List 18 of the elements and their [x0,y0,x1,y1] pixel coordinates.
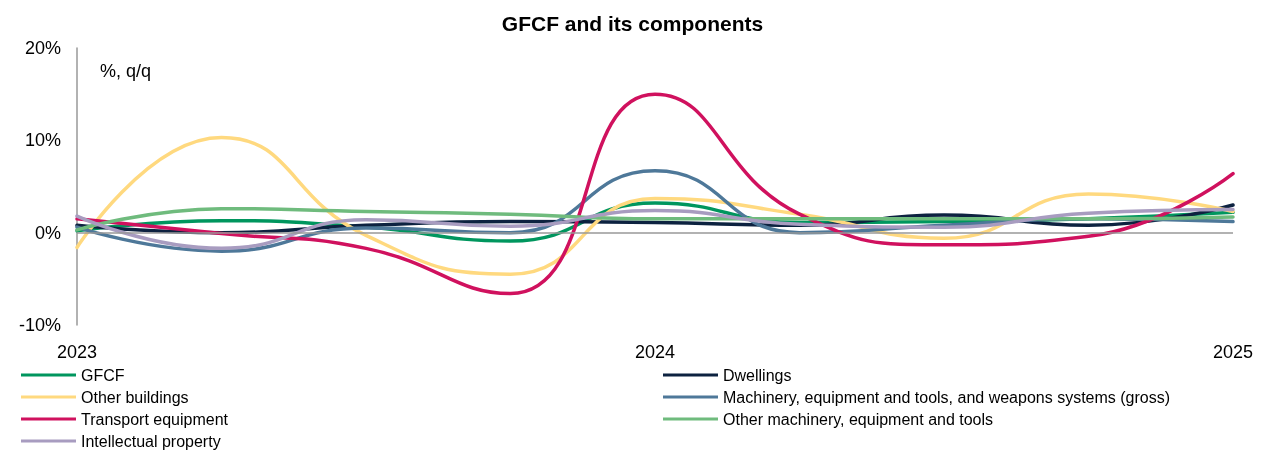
legend-label: Machinery, equipment and tools, and weapons systems (gross) [723,388,1171,406]
y-tick-label: 0% [34,222,61,243]
y-tick-label: -10% [18,315,61,335]
legend-label: Transport equipment [81,410,229,428]
legend-label: Other machinery, equipment and tools [723,410,994,428]
y-tick-label: 20% [24,38,61,58]
chart-title: GFCF and its components [501,12,764,35]
y-axis-title: %, q/q [100,61,152,81]
legend-label: Intellectual property [81,432,221,450]
x-tick-label: 2023 [56,342,98,362]
legend-label: GFCF [81,366,125,384]
legend-label: Dwellings [723,366,792,384]
legend-label: Other buildings [81,388,189,406]
x-tick-label: 2024 [634,342,676,362]
y-tick-label: 10% [24,130,61,151]
line-series [75,207,1235,251]
x-tick-label: 2025 [1212,342,1254,362]
line-series [75,92,1235,296]
